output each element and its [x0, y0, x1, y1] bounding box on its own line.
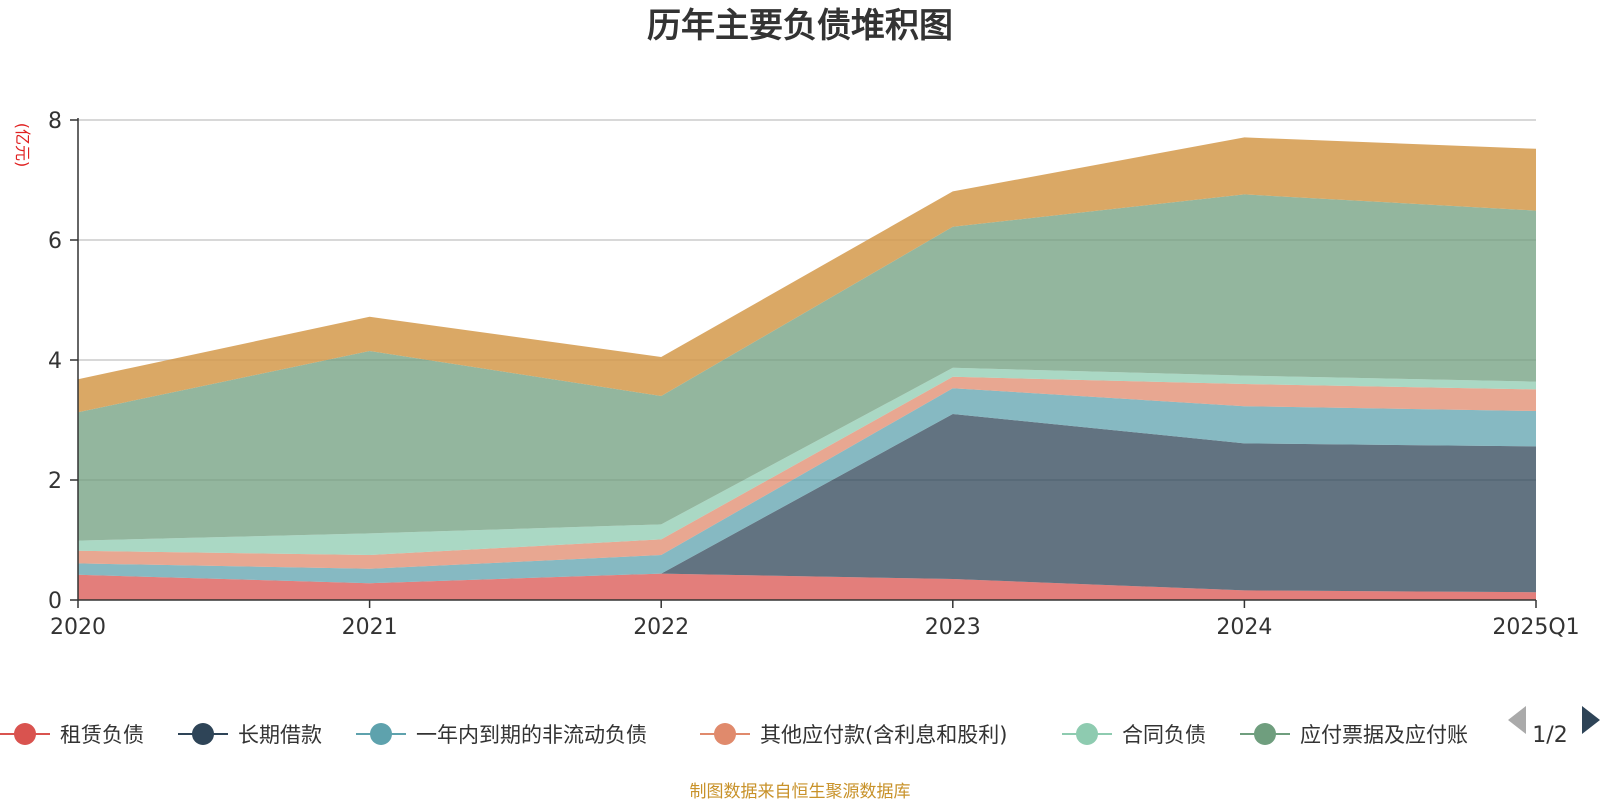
- area-series-2: [78, 388, 1536, 584]
- stacked-areas: [78, 137, 1536, 600]
- x-tick-label: 2024: [1216, 615, 1272, 640]
- legend-label: 一年内到期的非流动负债: [416, 723, 647, 747]
- area-series-6: [78, 137, 1536, 413]
- legend-marker: [192, 723, 214, 745]
- legend-items: 租赁负债 长期借款 一年内到期的非流动负债 其他应付款(含利息和股利) 合同负债 应付票据…: [0, 723, 1468, 747]
- legend: 租赁负债 长期借款 一年内到期的非流动负债 其他应付款(含利息和股利) 合同负债 应付票据…: [0, 723, 1468, 747]
- chart-title: 历年主要负债堆积图: [647, 6, 953, 46]
- x-tick-label: 2023: [925, 615, 981, 640]
- legend-label: 长期借款: [238, 723, 322, 747]
- legend-item[interactable]: 合同负债: [1062, 723, 1206, 747]
- x-tick-label: 2021: [342, 615, 398, 640]
- legend-pager: 1/2: [1508, 706, 1600, 748]
- area-series-4: [78, 367, 1536, 555]
- legend-item[interactable]: 租赁负债: [0, 723, 144, 747]
- y-tick-label: 8: [48, 109, 62, 134]
- legend-marker: [714, 723, 736, 745]
- x-tick-label: 2022: [633, 615, 689, 640]
- data-source-footer: 制图数据来自恒生聚源数据库: [690, 782, 911, 800]
- area-series-1: [78, 414, 1536, 593]
- axes: 0 2 4 6 8 2020 2021 2022 2023 2024 2025Q1: [48, 109, 1580, 640]
- area-series-3: [78, 376, 1536, 569]
- legend-marker: [1076, 723, 1098, 745]
- legend-page-indicator: 1/2: [1532, 723, 1567, 748]
- y-tick-label: 0: [48, 589, 62, 614]
- legend-marker: [14, 723, 36, 745]
- legend-item[interactable]: 其他应付款(含利息和股利): [700, 723, 1007, 747]
- legend-item[interactable]: 长期借款: [178, 723, 322, 747]
- area-series-5: [78, 194, 1536, 541]
- x-tick-label: 2020: [50, 615, 106, 640]
- y-tick-label: 2: [48, 469, 62, 494]
- legend-label: 租赁负债: [60, 723, 144, 747]
- y-axis-unit-label: (亿元): [13, 123, 32, 168]
- legend-item[interactable]: 一年内到期的非流动负债: [356, 723, 647, 747]
- chevron-right-icon[interactable]: [1582, 706, 1600, 734]
- legend-marker: [370, 723, 392, 745]
- area-series-0: [78, 573, 1536, 600]
- y-tick-label: 4: [48, 349, 62, 374]
- legend-label: 应付票据及应付账: [1300, 723, 1468, 747]
- y-tick-label: 6: [48, 229, 62, 254]
- legend-label: 其他应付款(含利息和股利): [760, 723, 1007, 747]
- x-tick-label: 2025Q1: [1492, 615, 1579, 640]
- legend-marker: [1254, 723, 1276, 745]
- legend-item[interactable]: 应付票据及应付账: [1240, 723, 1468, 747]
- legend-label: 合同负债: [1122, 723, 1206, 747]
- chevron-left-icon[interactable]: [1508, 706, 1526, 734]
